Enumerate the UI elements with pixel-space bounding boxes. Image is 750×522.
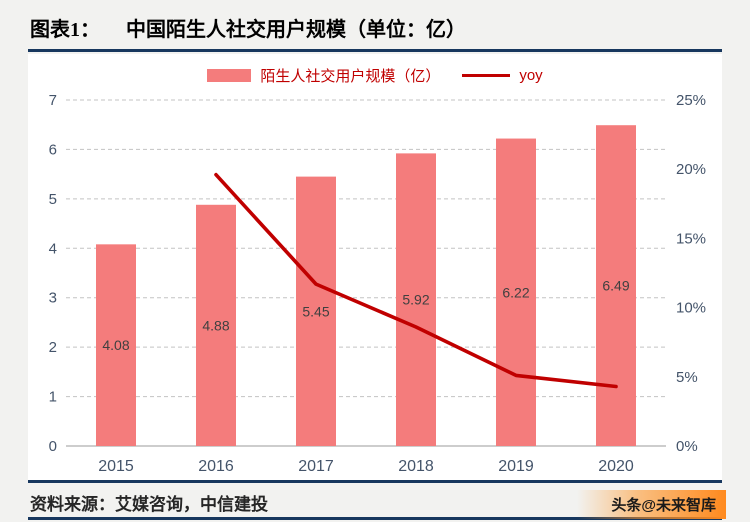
svg-text:0%: 0% (676, 438, 698, 455)
chart-card: 陌生人社交用户规模（亿） yoy 0 1 2 3 4 5 6 7 0% 5% 10% 15% 20% 25… (28, 54, 722, 480)
figure-title: 图表1： 中国陌生人社交用户规模（单位：亿） (30, 13, 722, 42)
bar-labels: 4.08 4.88 5.45 5.92 6.22 6.49 (102, 278, 629, 354)
left-axis-ticks: 0 1 2 3 4 5 6 7 (49, 92, 57, 455)
footer-top-divider (28, 480, 722, 483)
bar-label: 4.08 (102, 337, 129, 353)
svg-text:5%: 5% (676, 369, 698, 386)
svg-text:10%: 10% (676, 300, 706, 317)
source-note: 资料来源：艾媒咨询，中信建投 (30, 495, 268, 514)
bar (396, 153, 436, 446)
figure-title-text: 中国陌生人社交用户规模（单位：亿） (126, 19, 466, 41)
svg-text:0: 0 (49, 438, 57, 455)
bar-label: 6.49 (602, 278, 629, 294)
bar (196, 204, 236, 446)
figure-header: 图表1： 中国陌生人社交用户规模（单位：亿） (0, 0, 750, 49)
title-underline (28, 49, 722, 52)
svg-text:2017: 2017 (298, 458, 334, 475)
footer: 资料来源：艾媒咨询，中信建投 (28, 483, 722, 520)
svg-text:1: 1 (49, 389, 57, 406)
svg-text:7: 7 (49, 92, 57, 109)
bar-series-swatch (207, 68, 252, 82)
svg-text:2016: 2016 (198, 458, 234, 475)
bar-series (96, 125, 636, 447)
chart-canvas: 0 1 2 3 4 5 6 7 0% 5% 10% 15% 20% 25% 2015 2016 2017 2018… (49, 92, 706, 475)
svg-text:25%: 25% (676, 92, 706, 109)
chart-legend: 陌生人社交用户规模（亿） yoy (28, 62, 722, 88)
bar-label: 5.45 (302, 303, 329, 319)
svg-text:6: 6 (49, 141, 57, 158)
bar-label: 5.92 (402, 292, 429, 308)
svg-text:2015: 2015 (98, 458, 134, 475)
line-series-swatch (462, 73, 511, 77)
bar (596, 125, 636, 447)
right-axis-ticks: 0% 5% 10% 15% 20% 25% (676, 92, 706, 455)
figure-number: 图表1： (30, 19, 100, 41)
bar-label: 6.22 (502, 284, 529, 300)
svg-text:2020: 2020 (598, 458, 634, 475)
svg-text:5: 5 (49, 191, 57, 208)
line-series-label: yoy (519, 66, 543, 84)
gridlines (66, 99, 666, 447)
svg-text:2019: 2019 (498, 458, 534, 475)
svg-text:2: 2 (49, 339, 57, 356)
svg-text:4: 4 (49, 240, 57, 257)
svg-text:15%: 15% (676, 230, 706, 247)
svg-text:20%: 20% (676, 161, 706, 178)
yoy-line (214, 172, 618, 389)
x-axis-labels: 2015 2016 2017 2018 2019 2020 (98, 458, 634, 475)
footer-bottom-divider (28, 517, 722, 520)
bar-label: 4.88 (202, 317, 229, 333)
bar-series-label: 陌生人社交用户规模（亿） (260, 67, 441, 85)
svg-text:3: 3 (49, 290, 57, 307)
bar (496, 138, 536, 446)
svg-text:2018: 2018 (398, 458, 434, 475)
bar (296, 176, 336, 446)
bar (96, 244, 136, 446)
watermark: 头条@未来智库 (577, 490, 726, 519)
